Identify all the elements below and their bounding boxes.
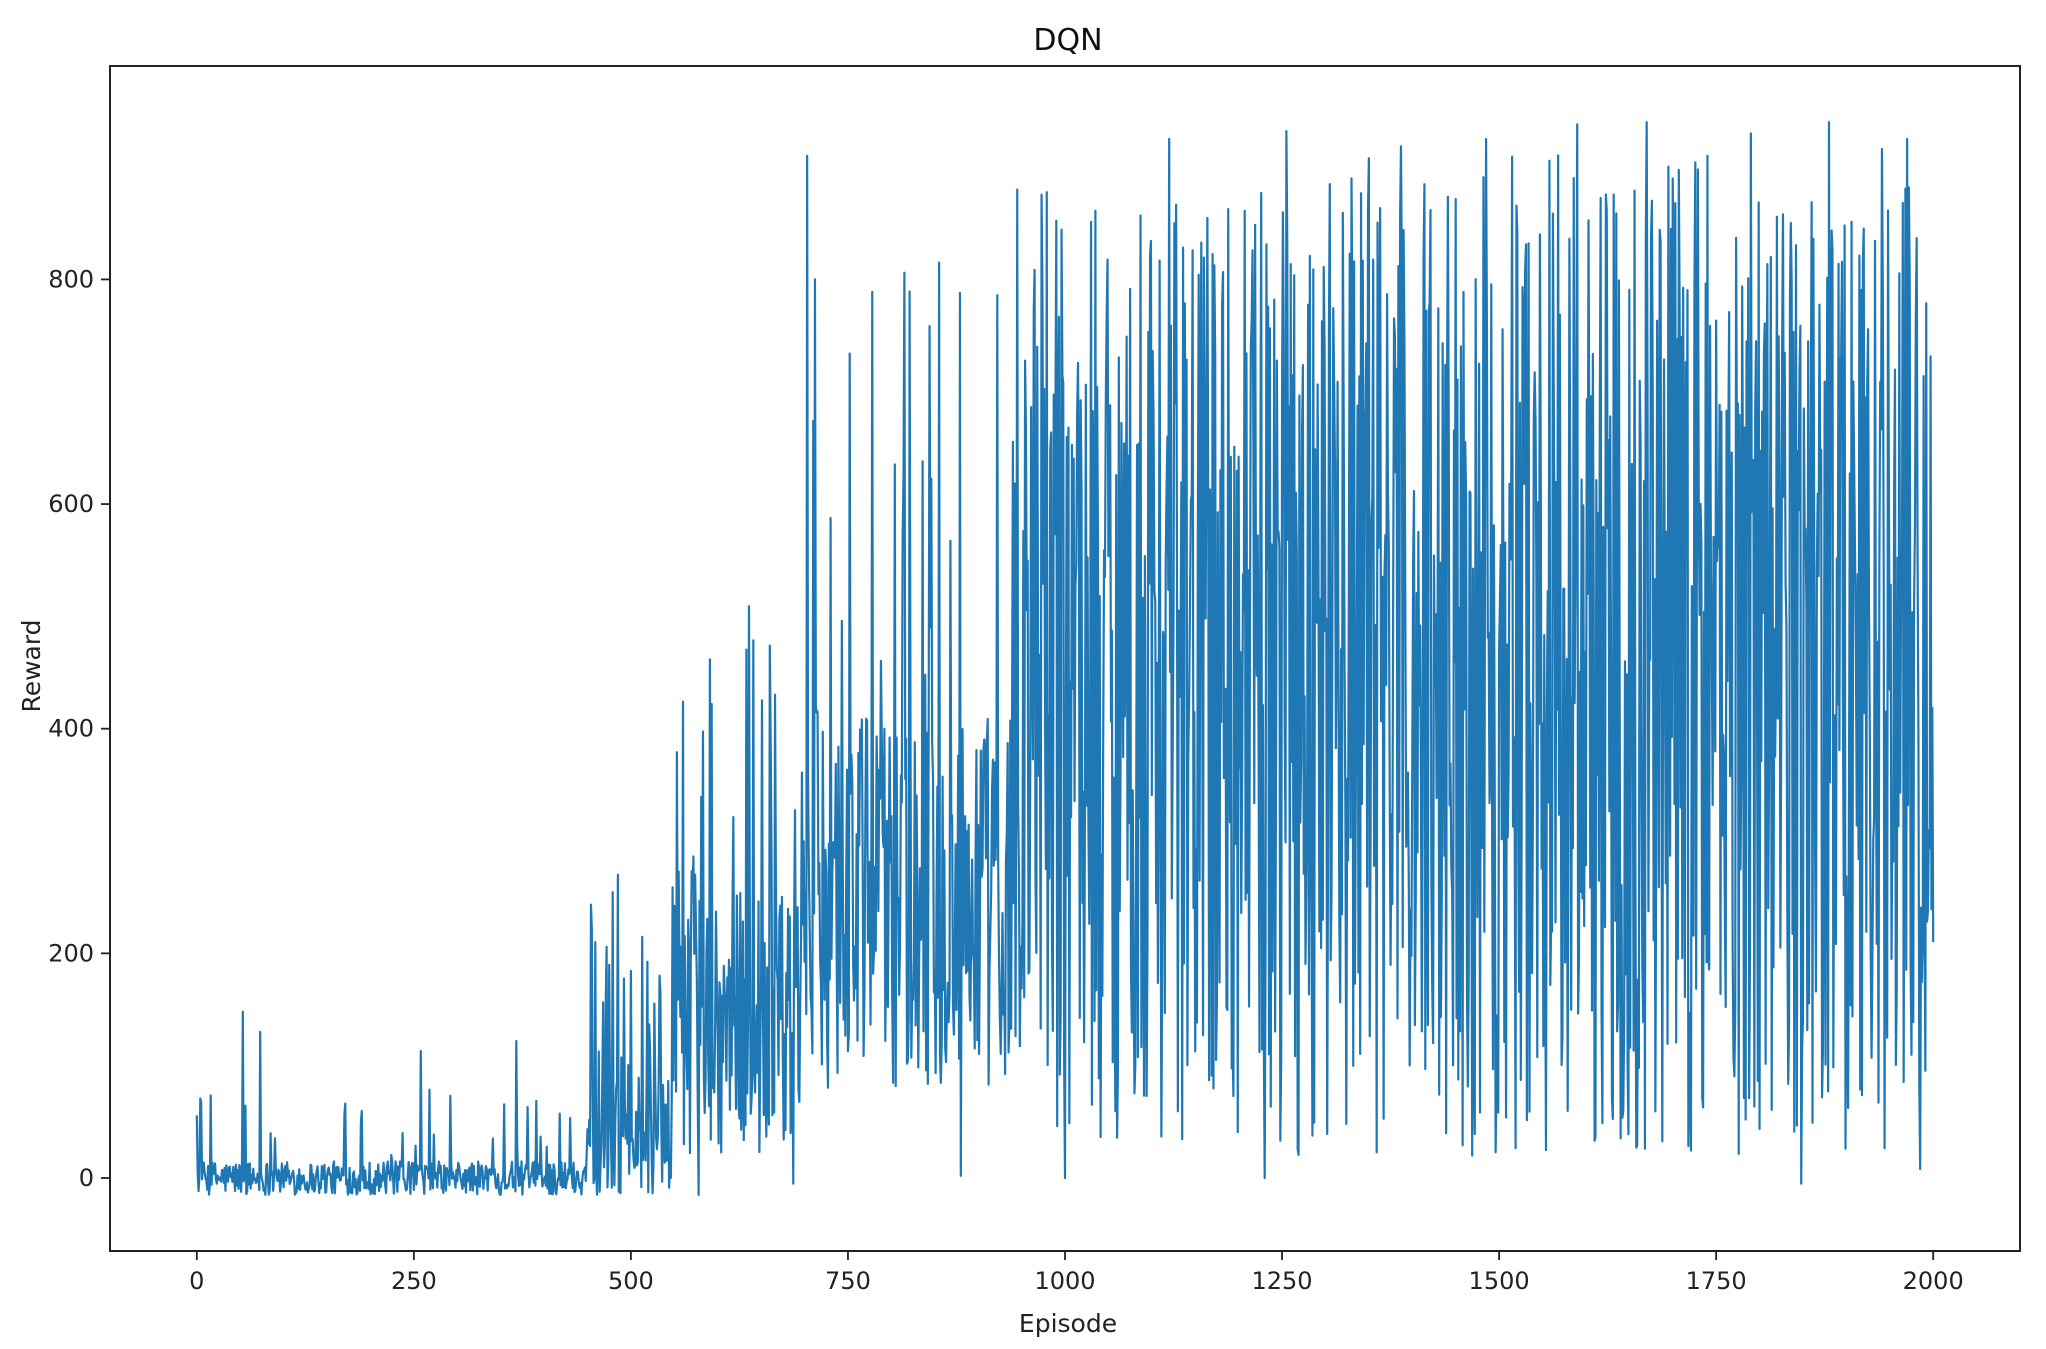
x-axis-label: Episode <box>1019 1309 1117 1338</box>
y-axis-ticks: 0 200 400 600 800 <box>48 265 110 1192</box>
x-tick-label: 2000 <box>1903 1267 1964 1295</box>
x-tick-label: 0 <box>189 1267 204 1295</box>
chart-title: DQN <box>1033 23 1102 58</box>
y-tick-label: 400 <box>48 715 94 743</box>
x-tick-label: 1750 <box>1686 1267 1747 1295</box>
plot-area <box>195 121 1935 1196</box>
y-tick-label: 800 <box>48 265 94 293</box>
x-tick-label: 1500 <box>1469 1267 1530 1295</box>
x-tick-label: 500 <box>608 1267 654 1295</box>
y-tick-label: 600 <box>48 490 94 518</box>
x-tick-label: 1000 <box>1034 1267 1095 1295</box>
x-tick-label: 250 <box>391 1267 437 1295</box>
x-axis-ticks: 0 250 500 750 1000 1250 1500 1750 2000 <box>189 1251 1964 1295</box>
y-axis-label: Reward <box>17 619 46 712</box>
y-tick-label: 200 <box>48 939 94 967</box>
y-tick-label: 0 <box>79 1164 94 1192</box>
x-tick-label: 750 <box>825 1267 871 1295</box>
series-line-reward <box>195 121 1935 1196</box>
x-tick-label: 1250 <box>1252 1267 1313 1295</box>
